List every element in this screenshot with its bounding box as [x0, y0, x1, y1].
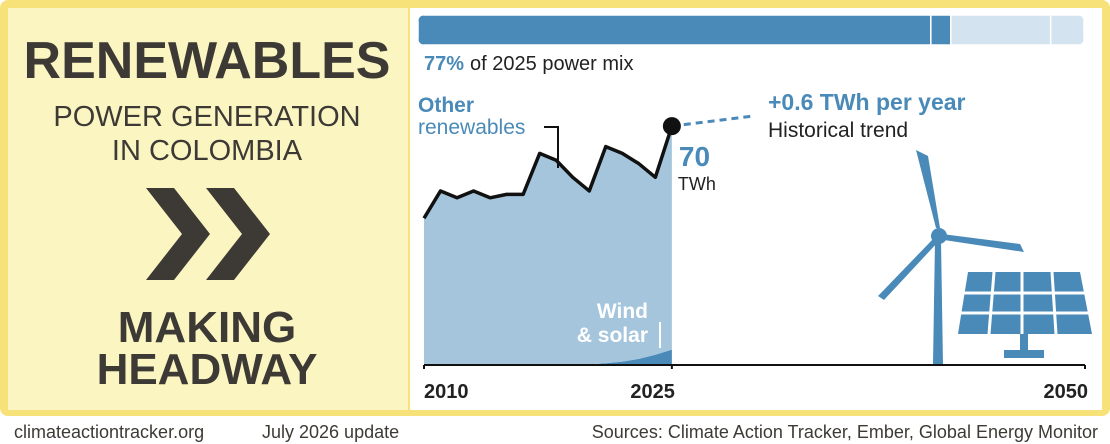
left-panel	[8, 8, 408, 410]
mix-segment	[418, 15, 932, 45]
chevron	[146, 188, 210, 280]
x-tick-label: 2025	[630, 381, 675, 403]
solar-panel-icon	[958, 271, 1092, 358]
panel-subtitle: POWER GENERATION	[53, 101, 360, 133]
trend-label: +0.6 TWh per year	[768, 89, 966, 115]
total-line	[422, 125, 674, 220]
trend-line	[671, 114, 755, 128]
area	[424, 349, 672, 365]
x-tick-label: 2010	[424, 381, 469, 403]
panel-subtitle: IN COLOMBIA	[112, 135, 303, 167]
turbine-blade	[916, 150, 940, 228]
status: HEADWAY	[97, 345, 318, 394]
mix-value-label: 77%	[424, 53, 464, 75]
chevron	[206, 188, 270, 280]
footer-site: climateactiontracker.org	[14, 422, 204, 442]
panel-grid	[960, 271, 1089, 335]
end-value-label: 70	[679, 141, 710, 172]
mix-segment	[950, 15, 1052, 45]
panel-title: RENEWABLES	[24, 32, 391, 90]
panel-pole	[1020, 334, 1028, 350]
leader-line	[544, 126, 559, 168]
panel-frame	[958, 272, 1092, 334]
trend-name: Historical trend	[768, 119, 908, 142]
footer-sources: Sources: Climate Action Tracker, Ember, …	[592, 422, 1098, 442]
turbine-blade	[942, 234, 1024, 252]
x-tick-label: 2050	[1044, 381, 1089, 403]
mix-segment	[1049, 15, 1084, 45]
series-label: Other renewables	[418, 94, 525, 139]
footer-update: July 2026 update	[262, 422, 399, 442]
area	[424, 126, 672, 365]
mix-subtitle: of 2025 power mix	[470, 53, 633, 75]
status: MAKING	[118, 303, 296, 352]
endpoint	[662, 117, 681, 136]
turbine-blade	[878, 238, 938, 300]
series-label: Wind & solar	[577, 300, 648, 347]
turbine-hub	[931, 228, 947, 244]
mix-segment	[930, 15, 952, 45]
unit-label: TWh	[678, 174, 716, 194]
chevrons	[146, 188, 270, 280]
turbine-tower	[933, 240, 943, 365]
wind-turbine-icon	[878, 150, 1024, 365]
panel-base	[1004, 350, 1044, 358]
